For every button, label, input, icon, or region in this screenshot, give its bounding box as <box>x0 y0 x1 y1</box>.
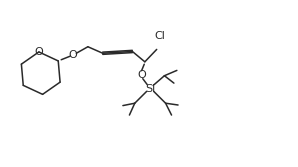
Text: O: O <box>69 50 77 60</box>
Text: O: O <box>35 47 43 57</box>
Text: Cl: Cl <box>154 31 165 41</box>
Text: O: O <box>137 70 146 80</box>
Text: Si: Si <box>145 84 155 94</box>
